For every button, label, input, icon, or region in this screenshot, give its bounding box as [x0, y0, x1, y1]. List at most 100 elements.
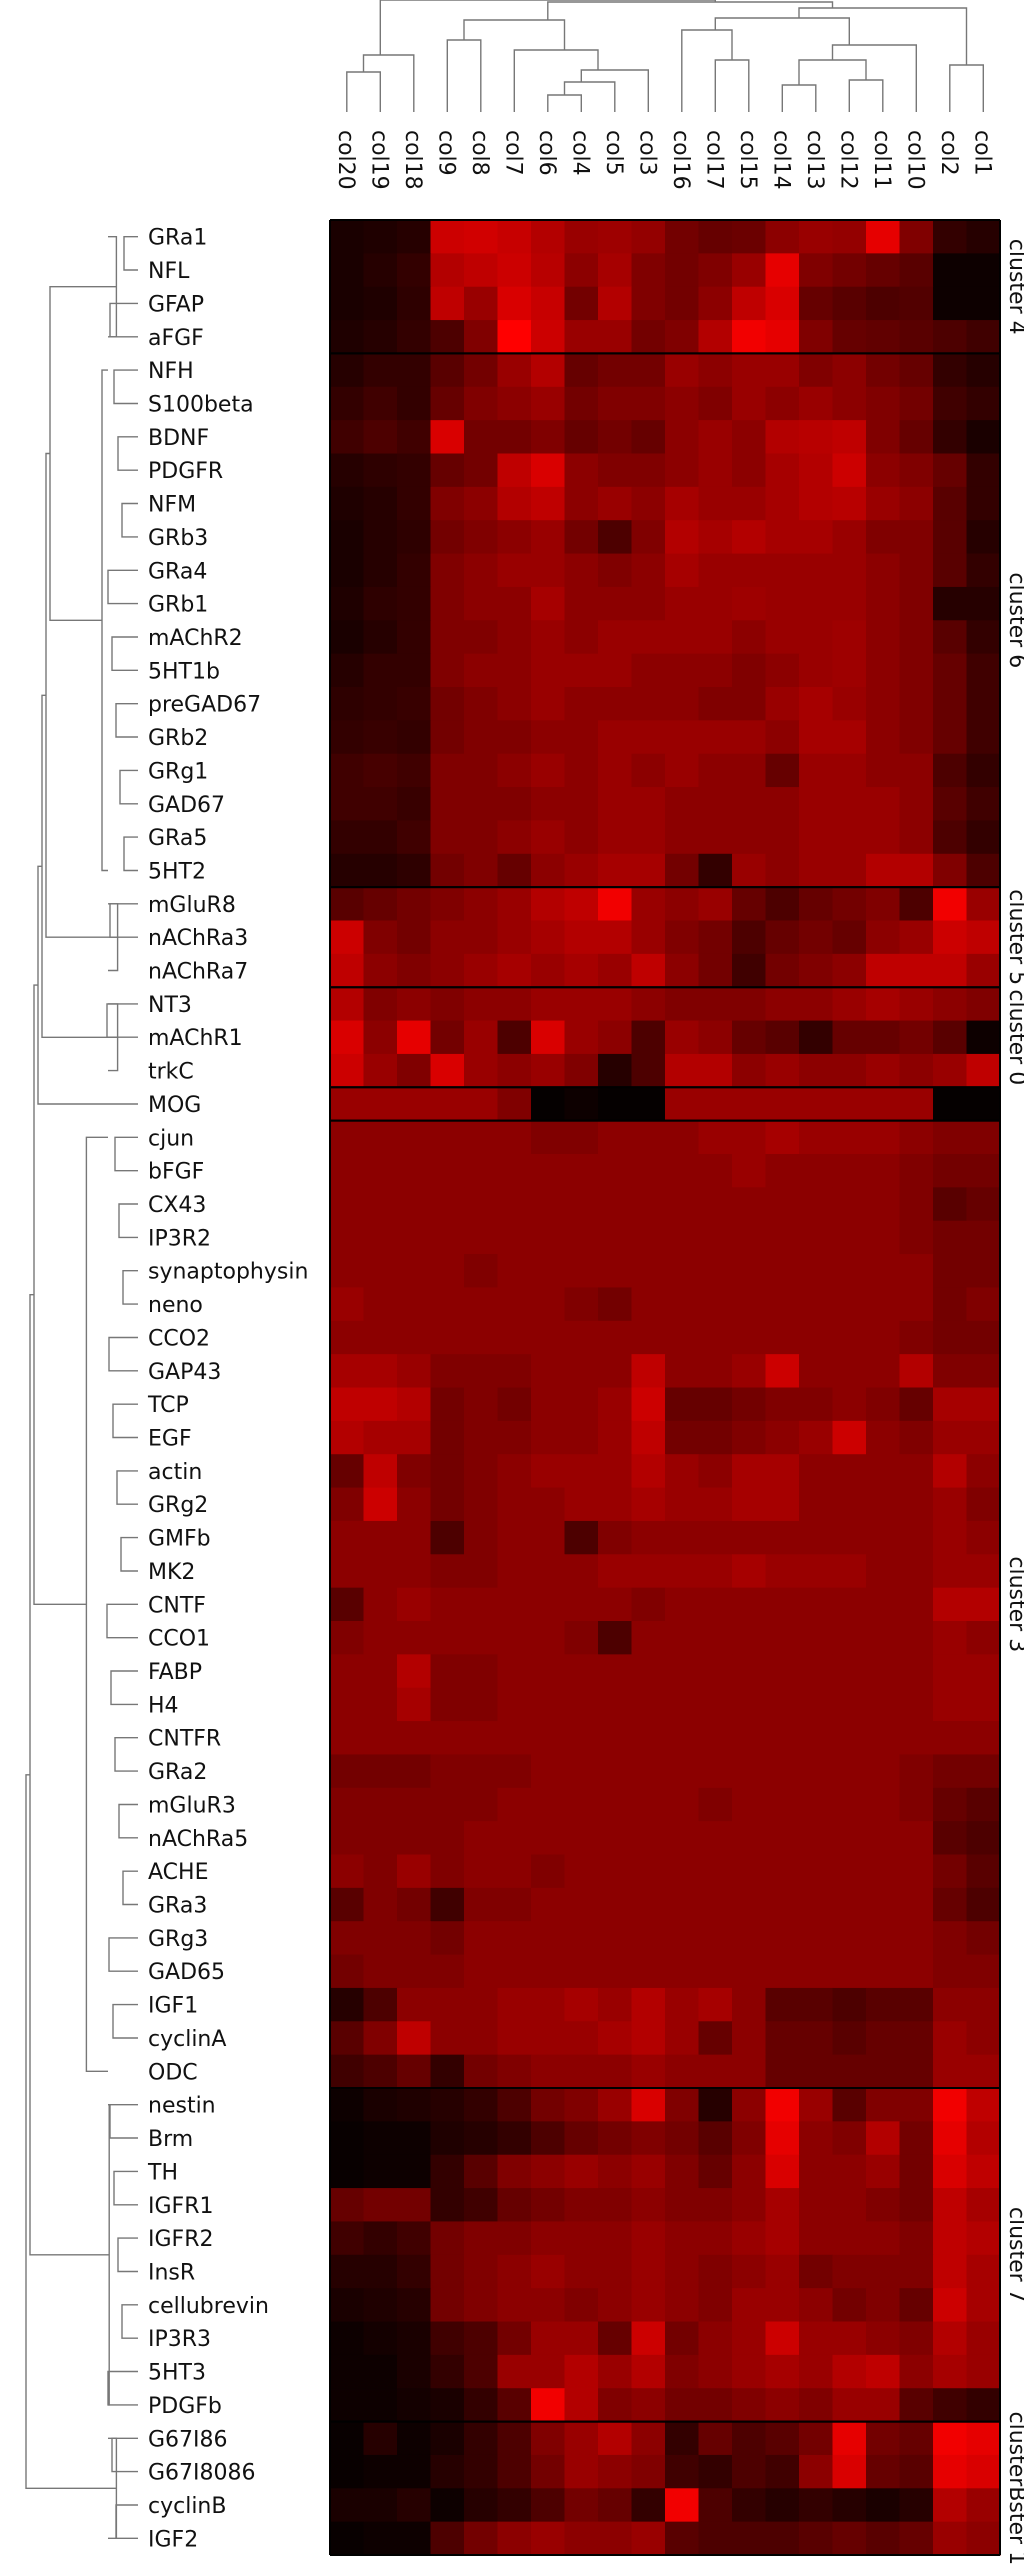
- row-label: GRa1: [148, 226, 207, 251]
- heatmap-cell: [330, 1887, 365, 1922]
- heatmap-cell: [363, 2488, 398, 2523]
- heatmap-cell: [363, 2188, 398, 2223]
- heatmap-cell: [531, 1787, 566, 1822]
- heatmap-cell: [832, 1754, 867, 1789]
- heatmap-cell: [497, 2454, 532, 2489]
- row-label: IGF2: [148, 2527, 198, 2552]
- heatmap-cell: [631, 1587, 666, 1622]
- heatmap-cell: [799, 653, 834, 688]
- heatmap-cell: [765, 1787, 800, 1822]
- heatmap-cell: [497, 1587, 532, 1622]
- heatmap-cell: [899, 2021, 934, 2056]
- heatmap-cell: [397, 1187, 432, 1222]
- heatmap-cell: [497, 1187, 532, 1222]
- heatmap-cell: [397, 887, 432, 922]
- heatmap-cell: [732, 2021, 767, 2056]
- heatmap-cell: [698, 1687, 733, 1722]
- heatmap-cell: [564, 1320, 599, 1355]
- heatmap-cell: [765, 1220, 800, 1255]
- row-label: TCP: [147, 1393, 189, 1418]
- row-label: mGluR3: [148, 1794, 236, 1819]
- heatmap-cell: [765, 1821, 800, 1856]
- heatmap-cell: [899, 586, 934, 621]
- heatmap-cell: [631, 853, 666, 888]
- heatmap-cell: [330, 1020, 365, 1055]
- heatmap-cell: [665, 1520, 700, 1555]
- dendrogram-link: [115, 2504, 138, 2539]
- heatmap-cell: [765, 720, 800, 755]
- heatmap-cell: [732, 887, 767, 922]
- heatmap-cell: [899, 453, 934, 488]
- heatmap-cell: [933, 2154, 968, 2189]
- heatmap-cell: [531, 953, 566, 988]
- heatmap-cell: [397, 2321, 432, 2356]
- heatmap-cell: [866, 653, 901, 688]
- heatmap-cell: [832, 353, 867, 388]
- heatmap-cell: [631, 553, 666, 588]
- heatmap-cell: [497, 1787, 532, 1822]
- heatmap-cell: [363, 453, 398, 488]
- heatmap-cell: [966, 553, 1001, 588]
- heatmap-cell: [598, 1587, 633, 1622]
- heatmap-cell: [866, 720, 901, 755]
- heatmap-cell: [397, 1887, 432, 1922]
- heatmap-cell: [732, 1220, 767, 1255]
- heatmap-cell: [330, 887, 365, 922]
- heatmap-cell: [799, 1887, 834, 1922]
- heatmap-cell: [933, 320, 968, 355]
- heatmap-cell: [899, 753, 934, 788]
- heatmap-cell: [397, 1287, 432, 1322]
- heatmap-cell: [330, 386, 365, 421]
- heatmap-cell: [698, 2088, 733, 2122]
- heatmap-cell: [933, 1520, 968, 1555]
- heatmap-cell: [464, 286, 499, 321]
- heatmap-cell: [866, 2388, 901, 2423]
- heatmap-cell: [966, 1687, 1001, 1722]
- heatmap-cell: [866, 453, 901, 488]
- heatmap-cell: [799, 1053, 834, 1088]
- heatmap-cell: [665, 1721, 700, 1756]
- heatmap-cell: [564, 286, 599, 321]
- heatmap-cell: [866, 1120, 901, 1155]
- heatmap-cell: [732, 2154, 767, 2189]
- heatmap-cell: [564, 2421, 599, 2456]
- heatmap-cell: [464, 853, 499, 888]
- heatmap-cell: [531, 1053, 566, 1088]
- heatmap-cell: [464, 2454, 499, 2489]
- heatmap-cell: [531, 2188, 566, 2223]
- heatmap-cell: [497, 586, 532, 621]
- heatmap-cell: [598, 2421, 633, 2456]
- heatmap-cell: [899, 1721, 934, 1756]
- heatmap-cell: [598, 353, 633, 388]
- heatmap-cell: [732, 386, 767, 421]
- heatmap-cell: [430, 2021, 465, 2056]
- heatmap-cell: [598, 1554, 633, 1589]
- heatmap-cell: [464, 2288, 499, 2323]
- heatmap-cell: [799, 2288, 834, 2323]
- heatmap-cell: [732, 1287, 767, 1322]
- heatmap-cell: [665, 353, 700, 388]
- heatmap-cell: [799, 1154, 834, 1188]
- heatmap-cell: [866, 2054, 901, 2089]
- heatmap-cell: [497, 1120, 532, 1155]
- heatmap-cell: [397, 2121, 432, 2156]
- heatmap-cell: [531, 753, 566, 788]
- heatmap-cell: [933, 286, 968, 321]
- dendrogram-link: [118, 1803, 138, 1839]
- heatmap-cell: [564, 1387, 599, 1422]
- heatmap-cell: [564, 353, 599, 388]
- heatmap-cell: [665, 1921, 700, 1956]
- column-label: col20: [333, 130, 358, 190]
- row-label: actin: [148, 1460, 202, 1485]
- heatmap-cell: [966, 720, 1001, 755]
- heatmap-cell: [564, 2254, 599, 2289]
- heatmap-cell: [564, 1087, 599, 1122]
- heatmap-cell: [464, 253, 499, 288]
- row-label: InsR: [148, 2261, 195, 2286]
- dendrogram-link: [109, 2104, 138, 2139]
- heatmap-cell: [799, 2421, 834, 2456]
- heatmap-cell: [598, 2221, 633, 2256]
- heatmap-cell: [665, 2288, 700, 2323]
- heatmap-cell: [899, 520, 934, 555]
- column-label: col14: [768, 130, 793, 190]
